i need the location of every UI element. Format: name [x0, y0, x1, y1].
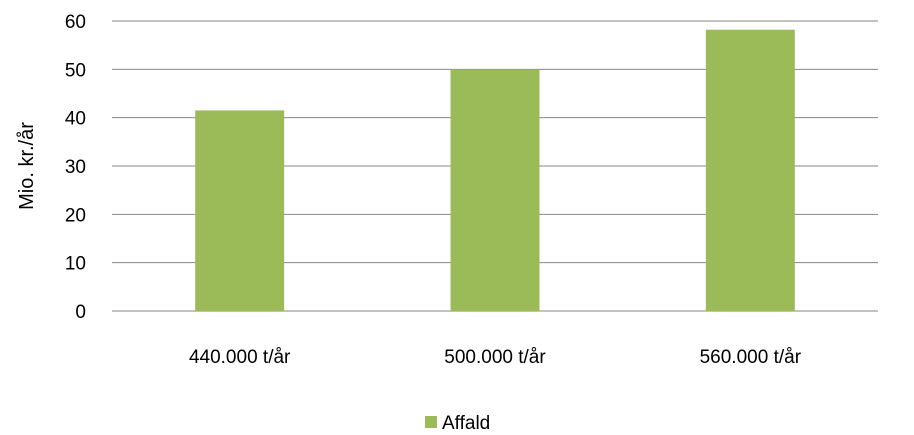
x-tick-label-2: 500.000 t/år — [444, 347, 546, 368]
bar-1 — [195, 110, 285, 312]
legend-swatch-affald — [425, 416, 437, 428]
bars — [195, 29, 795, 312]
y-axis-title: Mio. kr./år — [16, 122, 38, 210]
y-tick-label-40: 40 — [65, 109, 86, 130]
y-tick-label-10: 10 — [65, 254, 86, 275]
y-tick-label-20: 20 — [65, 205, 86, 226]
y-tick-label-30: 30 — [65, 157, 86, 178]
y-tick-label-0: 0 — [75, 302, 86, 323]
legend: Affald — [425, 413, 490, 434]
x-tick-label-3: 560.000 t/år — [700, 347, 802, 368]
x-tick-labels: 440.000 t/år 500.000 t/år 560.000 t/år — [189, 347, 802, 368]
y-tick-label-50: 50 — [65, 60, 86, 81]
y-tick-labels: 0 10 20 30 40 50 60 — [65, 12, 86, 323]
legend-label-affald: Affald — [442, 413, 490, 434]
bar-2 — [450, 69, 540, 311]
bar-3 — [705, 29, 795, 311]
y-tick-label-60: 60 — [65, 12, 86, 33]
x-tick-label-1: 440.000 t/år — [189, 347, 291, 368]
